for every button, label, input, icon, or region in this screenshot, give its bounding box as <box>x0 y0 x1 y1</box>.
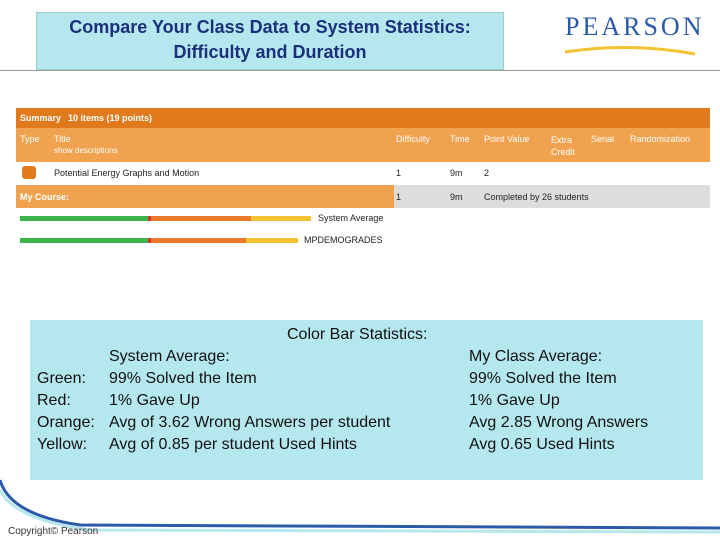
header-row <box>16 128 710 162</box>
column-header: Point Value <box>484 134 530 144</box>
color-key: Orange: <box>37 414 95 431</box>
stats-box <box>30 320 703 480</box>
course-time: 9m <box>450 192 463 202</box>
class-stat: Avg 0.65 Used Hints <box>469 436 615 453</box>
footer-swoosh <box>0 479 720 534</box>
item-points: 2 <box>484 168 490 178</box>
system-stat: Avg of 3.62 Wrong Answers per student <box>109 414 391 431</box>
class-heading: My Class Average: <box>469 348 603 365</box>
red-bar <box>148 238 151 243</box>
green-bar <box>20 216 148 221</box>
system-stat: Avg of 0.85 per student Used Hints <box>109 436 357 453</box>
item-icon <box>22 166 36 179</box>
class-stat: 99% Solved the Item <box>469 370 617 387</box>
title-line: Compare Your Class Data to System Statis… <box>69 17 471 37</box>
screenshot: Summary 10 items (19 points) Type Title … <box>16 108 710 258</box>
title-sub: show descriptions <box>54 146 118 155</box>
course-completed: Completed by 26 students <box>484 192 589 202</box>
stats-title: Color Bar Statistics: <box>287 326 428 343</box>
bar-label: MPDEMOGRADES <box>304 235 383 245</box>
summary-label: Summary <box>20 113 62 123</box>
divider <box>0 70 720 71</box>
system-stat: 1% Gave Up <box>109 392 200 409</box>
title-box: Compare Your Class Data to System Statis… <box>36 12 504 70</box>
summary-value: 10 items (19 points) <box>68 113 153 123</box>
column-header: Extra Credit <box>551 135 576 157</box>
column-header: Difficulty <box>396 134 430 144</box>
course-label: My Course: <box>20 192 70 202</box>
column-header: Time <box>450 134 470 144</box>
column-header: Title <box>54 134 71 144</box>
logo-swoosh <box>564 45 696 56</box>
orange-bar <box>151 216 251 221</box>
green-bar <box>20 238 148 243</box>
column-header: Serial <box>591 134 615 144</box>
class-stat: 1% Gave Up <box>469 392 560 409</box>
orange-bar <box>151 238 246 243</box>
copyright: Copyright© Pearson <box>8 526 99 537</box>
color-key: Yellow: <box>37 436 88 453</box>
class-stat: Avg 2.85 Wrong Answers <box>469 414 649 431</box>
item-time: 9m <box>450 168 463 178</box>
system-stat: 99% Solved the Item <box>109 370 257 387</box>
title-line: Difficulty and Duration <box>173 42 367 62</box>
item-difficulty: 1 <box>396 168 402 178</box>
summary-row <box>16 108 710 128</box>
column-header: Type <box>20 134 40 144</box>
course-cells <box>394 185 710 208</box>
red-bar <box>148 216 151 221</box>
column-header: Randomization <box>630 134 691 144</box>
color-key: Red: <box>37 392 71 409</box>
color-key: Green: <box>37 370 86 387</box>
system-heading: System Average: <box>109 348 230 365</box>
course-difficulty: 1 <box>396 192 402 202</box>
bar-label: System Average <box>318 213 384 223</box>
item-title: Potential Energy Graphs and Motion <box>54 168 200 178</box>
yellow-bar <box>246 238 298 243</box>
yellow-bar <box>251 216 311 221</box>
logo: PEARSON <box>565 12 705 41</box>
